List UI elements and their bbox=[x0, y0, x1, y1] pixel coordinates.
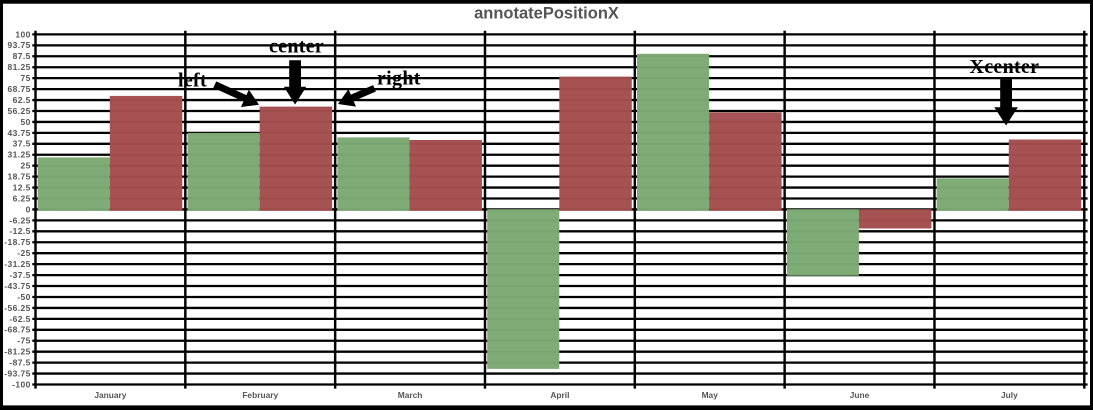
svg-text:75: 75 bbox=[21, 73, 31, 83]
svg-text:87.5: 87.5 bbox=[13, 51, 31, 61]
svg-text:-37.5: -37.5 bbox=[9, 270, 30, 280]
svg-text:93.75: 93.75 bbox=[8, 40, 31, 50]
svg-text:31.25: 31.25 bbox=[8, 150, 31, 160]
svg-text:-50: -50 bbox=[17, 292, 31, 302]
svg-text:100: 100 bbox=[15, 29, 30, 39]
svg-text:June: June bbox=[850, 390, 870, 400]
svg-text:March: March bbox=[398, 390, 423, 400]
svg-text:12.5: 12.5 bbox=[13, 182, 31, 192]
svg-text:April: April bbox=[550, 390, 569, 400]
svg-text:-12.5: -12.5 bbox=[9, 226, 30, 236]
svg-text:-6.25: -6.25 bbox=[9, 215, 30, 225]
svg-text:-31.25: -31.25 bbox=[4, 259, 31, 269]
svg-text:-43.75: -43.75 bbox=[4, 281, 31, 291]
svg-text:37.5: 37.5 bbox=[13, 139, 31, 149]
svg-text:6.25: 6.25 bbox=[13, 193, 31, 203]
svg-text:annotatePositionX: annotatePositionX bbox=[474, 5, 619, 23]
svg-text:-87.5: -87.5 bbox=[9, 358, 30, 368]
svg-text:56.25: 56.25 bbox=[8, 106, 31, 116]
svg-text:-62.5: -62.5 bbox=[9, 314, 30, 324]
svg-text:January: January bbox=[94, 390, 126, 400]
svg-text:18.75: 18.75 bbox=[8, 172, 31, 182]
svg-text:25: 25 bbox=[21, 161, 31, 171]
svg-text:left: left bbox=[178, 69, 207, 91]
svg-text:-56.25: -56.25 bbox=[4, 303, 31, 313]
svg-text:February: February bbox=[242, 390, 278, 400]
svg-text:-18.75: -18.75 bbox=[4, 237, 31, 247]
svg-text:50: 50 bbox=[21, 117, 31, 127]
svg-text:81.25: 81.25 bbox=[8, 62, 31, 72]
svg-text:-68.75: -68.75 bbox=[4, 325, 31, 335]
svg-text:62.5: 62.5 bbox=[13, 95, 31, 105]
svg-text:May: May bbox=[702, 390, 719, 400]
svg-text:July: July bbox=[1001, 390, 1018, 400]
svg-text:0: 0 bbox=[26, 204, 31, 214]
svg-text:-75: -75 bbox=[17, 336, 31, 346]
svg-text:-100: -100 bbox=[12, 379, 31, 389]
svg-text:right: right bbox=[377, 68, 421, 90]
svg-text:Xcenter: Xcenter bbox=[970, 56, 1040, 78]
svg-text:-93.75: -93.75 bbox=[4, 368, 31, 378]
svg-text:43.75: 43.75 bbox=[8, 128, 31, 138]
svg-text:68.75: 68.75 bbox=[8, 84, 31, 94]
svg-text:-81.25: -81.25 bbox=[4, 347, 31, 357]
svg-text:center: center bbox=[269, 36, 324, 58]
svg-text:-25: -25 bbox=[17, 248, 31, 258]
